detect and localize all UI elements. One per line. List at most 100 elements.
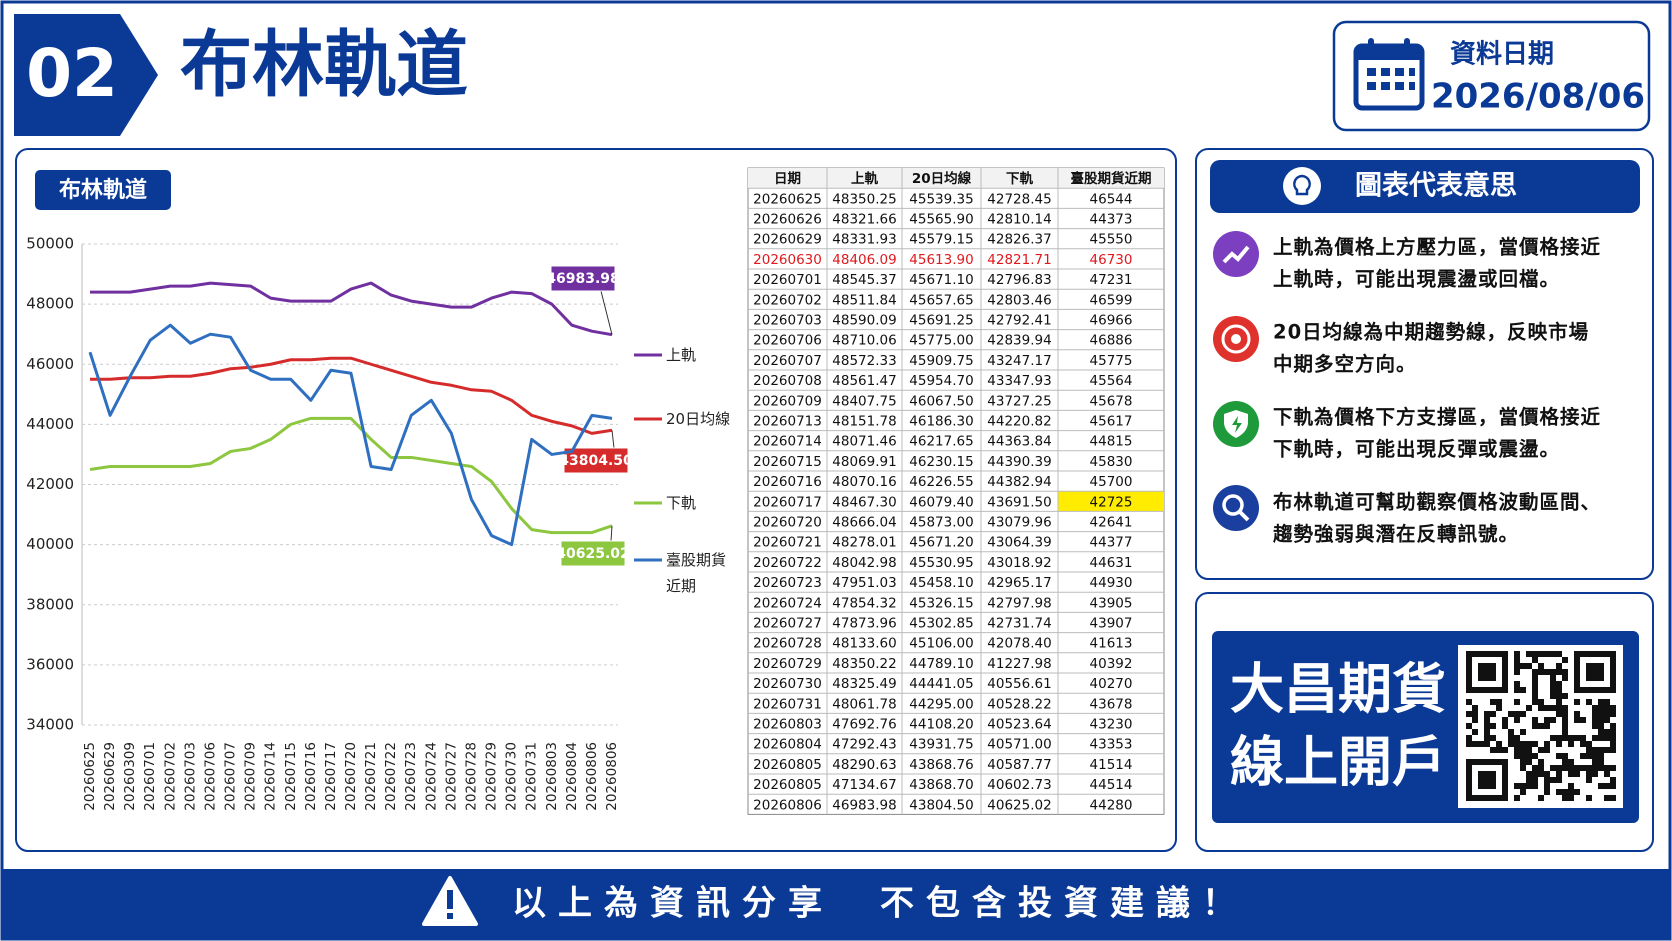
- table-cell: 46230.15: [909, 454, 973, 470]
- qr-module: [1466, 657, 1472, 663]
- qr-module: [1514, 717, 1520, 723]
- qr-module: [1592, 669, 1598, 675]
- qr-module: [1526, 759, 1532, 765]
- qr-module: [1502, 675, 1508, 681]
- qr-module: [1574, 771, 1580, 777]
- table-cell: 20260709: [753, 393, 822, 409]
- date-value: 2026/08/06: [1431, 77, 1645, 117]
- promo-line: 大昌期貨: [1230, 658, 1446, 721]
- qr-module: [1472, 717, 1478, 723]
- qr-module: [1592, 705, 1598, 711]
- table-cell: 45657.65: [909, 292, 973, 308]
- table-cell: 20260713: [753, 414, 822, 430]
- table-cell: 45579.15: [909, 232, 973, 248]
- qr-module: [1604, 699, 1610, 705]
- qr-module: [1514, 753, 1520, 759]
- notes-panel: [1195, 148, 1654, 580]
- table-cell: 42796.83: [987, 272, 1051, 288]
- number-badge: [14, 14, 158, 136]
- table-cell: 20260706: [753, 333, 822, 349]
- qr-module: [1592, 717, 1598, 723]
- table-cell: 48331.93: [832, 232, 896, 248]
- qr-module: [1502, 777, 1508, 783]
- note-text: 上軌為價格上方壓力區，當價格接近: [1273, 236, 1601, 259]
- qr-module: [1568, 735, 1574, 741]
- qr-module: [1466, 675, 1472, 681]
- qr-module: [1562, 789, 1568, 795]
- qr-module: [1610, 711, 1616, 717]
- table-cell: 45106.00: [909, 636, 973, 652]
- x-tick-label: 20260728: [463, 742, 479, 811]
- table-cell: 47873.96: [832, 616, 896, 632]
- qr-module: [1592, 753, 1598, 759]
- x-tick-label: 20260804: [564, 742, 580, 811]
- table-cell: 40625.02: [987, 797, 1051, 813]
- table-cell: 41514: [1090, 757, 1133, 773]
- qr-module: [1538, 723, 1544, 729]
- qr-module: [1568, 765, 1574, 771]
- qr-module: [1472, 651, 1478, 657]
- table-cell: 43931.75: [909, 737, 973, 753]
- x-tick-label: 20260625: [82, 742, 98, 811]
- qr-module: [1484, 651, 1490, 657]
- table-header: 下軌: [1006, 170, 1034, 187]
- table-cell: 20260625: [753, 191, 822, 207]
- y-tick-label: 48000: [26, 295, 74, 313]
- qr-module: [1574, 669, 1580, 675]
- table-cell: 47292.43: [832, 737, 896, 753]
- table-cell: 48290.63: [832, 757, 896, 773]
- table-cell: 43804.50: [909, 797, 973, 813]
- series-line: [88, 323, 613, 547]
- qr-module: [1484, 771, 1490, 777]
- qr-module: [1514, 687, 1520, 693]
- qr-module: [1514, 711, 1520, 717]
- qr-module: [1544, 789, 1550, 795]
- qr-module: [1586, 765, 1592, 771]
- qr-module: [1526, 771, 1532, 777]
- table-cell: 45954.70: [909, 373, 973, 389]
- table-cell: 44514: [1090, 777, 1133, 793]
- qr-module: [1514, 741, 1520, 747]
- table-cell: 45873.00: [909, 515, 973, 531]
- qr-module: [1598, 723, 1604, 729]
- x-tick-label: 20260716: [303, 742, 319, 811]
- qr-module: [1610, 663, 1616, 669]
- qr-module: [1532, 771, 1538, 777]
- note-text: 中期多空方向。: [1273, 353, 1417, 376]
- qr-module: [1490, 735, 1496, 741]
- x-tick-label: 20260629: [102, 742, 118, 811]
- qr-module: [1466, 711, 1472, 717]
- qr-module: [1562, 765, 1568, 771]
- qr-module: [1502, 681, 1508, 687]
- table-cell: 43247.17: [987, 353, 1051, 369]
- x-tick-label: 20260701: [142, 742, 158, 811]
- table-cell: 20260721: [753, 535, 822, 551]
- qr-module: [1502, 663, 1508, 669]
- table-cell: 48133.60: [832, 636, 896, 652]
- table-cell: 20260708: [753, 373, 822, 389]
- qr-module: [1544, 783, 1550, 789]
- table-cell: 42731.74: [987, 616, 1051, 632]
- qr-module: [1484, 711, 1490, 717]
- qr-module: [1562, 723, 1568, 729]
- qr-module: [1472, 741, 1478, 747]
- qr-module: [1604, 687, 1610, 693]
- table-cell: 20260724: [753, 595, 822, 611]
- legend-label: 下軌: [666, 494, 697, 512]
- table-cell: 43905: [1090, 595, 1133, 611]
- qr-module: [1466, 669, 1472, 675]
- x-tick-label: 20260714: [263, 742, 279, 811]
- table-cell: 45564: [1090, 373, 1133, 389]
- qr-module: [1580, 753, 1586, 759]
- series-line: [90, 281, 613, 337]
- qr-module: [1556, 693, 1562, 699]
- table-cell: 44108.20: [909, 717, 973, 733]
- qr-module: [1532, 699, 1538, 705]
- qr-module: [1490, 777, 1496, 783]
- qr-module: [1610, 741, 1616, 747]
- table-cell: 48151.78: [832, 414, 896, 430]
- x-tick-label: 20260709: [243, 742, 259, 811]
- qr-module: [1574, 789, 1580, 795]
- table-cell: 48467.30: [832, 494, 896, 510]
- qr-module: [1484, 783, 1490, 789]
